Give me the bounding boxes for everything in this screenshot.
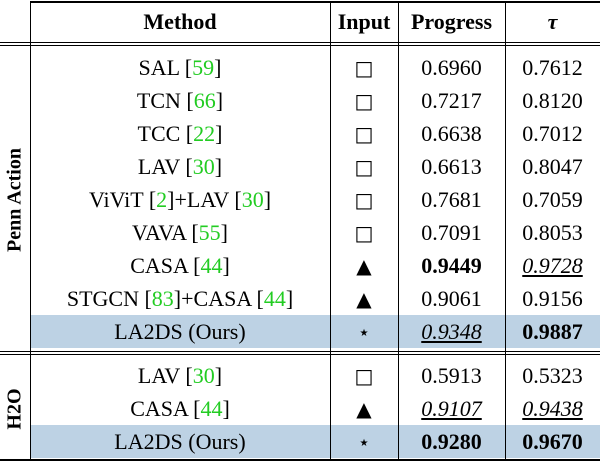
progress-cell: 0.6960 — [421, 54, 482, 80]
column-rule — [30, 1, 31, 459]
input-cell: ⋆ — [357, 319, 371, 344]
method-cell: TCC [22] — [137, 120, 223, 146]
progress-cell: 0.6613 — [421, 153, 482, 179]
column-rule — [330, 1, 331, 459]
input-cell: ▲ — [356, 286, 372, 311]
tau-cell: 0.9728 — [522, 252, 583, 278]
method-cell: ViViT [2]+LAV [30] — [88, 186, 272, 212]
input-cell: ▲ — [356, 396, 372, 421]
header-tau: τ — [547, 9, 558, 34]
progress-cell: 0.7217 — [421, 87, 482, 113]
input-cell: □ — [354, 121, 374, 146]
input-cell: □ — [354, 187, 374, 212]
tau-cell: 0.9887 — [522, 318, 583, 344]
tau-cell: 0.7012 — [522, 120, 583, 146]
progress-cell: 0.9280 — [421, 428, 482, 454]
header-rule — [0, 42, 600, 43]
tau-cell: 0.8120 — [522, 87, 583, 113]
method-cell: LAV [30] — [137, 362, 223, 388]
tau-cell: 0.8053 — [522, 219, 583, 245]
group-rule — [0, 354, 600, 355]
tau-cell: 0.7612 — [522, 54, 583, 80]
header-rule — [0, 45, 600, 46]
input-cell: □ — [354, 55, 374, 80]
progress-cell: 0.7681 — [421, 186, 482, 212]
tau-cell: 0.9156 — [522, 285, 583, 311]
column-rule — [505, 1, 506, 459]
method-cell: VAVA [55] — [132, 219, 228, 245]
progress-cell: 0.9061 — [421, 285, 482, 311]
group-label: H2O — [3, 387, 26, 430]
tau-cell: 0.5323 — [522, 362, 583, 388]
tau-cell: 0.9438 — [522, 395, 583, 421]
progress-cell: 0.9348 — [421, 318, 482, 344]
method-cell: LAV [30] — [137, 153, 223, 179]
tau-cell: 0.7059 — [522, 186, 583, 212]
group-rule — [0, 351, 600, 352]
header-method: Method — [143, 9, 217, 34]
method-cell: LA2DS (Ours) — [114, 318, 246, 344]
method-cell: CASA [44] — [130, 395, 230, 421]
progress-cell: 0.9449 — [421, 252, 482, 278]
progress-cell: 0.9107 — [421, 395, 482, 421]
column-rule — [398, 1, 399, 459]
header-progress: Progress — [410, 9, 493, 34]
input-cell: ▲ — [356, 253, 372, 278]
group-label: Penn Action — [3, 147, 26, 252]
progress-cell: 0.5913 — [421, 362, 482, 388]
method-cell: CASA [44] — [130, 252, 230, 278]
method-cell: SAL [59] — [138, 54, 222, 80]
input-cell: □ — [354, 154, 374, 179]
input-cell: ⋆ — [357, 429, 371, 454]
header-input: Input — [337, 9, 391, 34]
method-cell: TCN [66] — [136, 87, 224, 113]
top-rule — [30, 1, 600, 3]
tau-cell: 0.8047 — [522, 153, 583, 179]
tau-cell: 0.9670 — [522, 428, 583, 454]
bottom-rule — [0, 459, 600, 461]
input-cell: □ — [354, 88, 374, 113]
input-cell: □ — [354, 220, 374, 245]
method-cell: LA2DS (Ours) — [114, 428, 246, 454]
progress-cell: 0.7091 — [421, 219, 482, 245]
progress-cell: 0.6638 — [421, 120, 482, 146]
method-cell: STGCN [83]+CASA [44] — [66, 285, 294, 311]
input-cell: □ — [354, 363, 374, 388]
